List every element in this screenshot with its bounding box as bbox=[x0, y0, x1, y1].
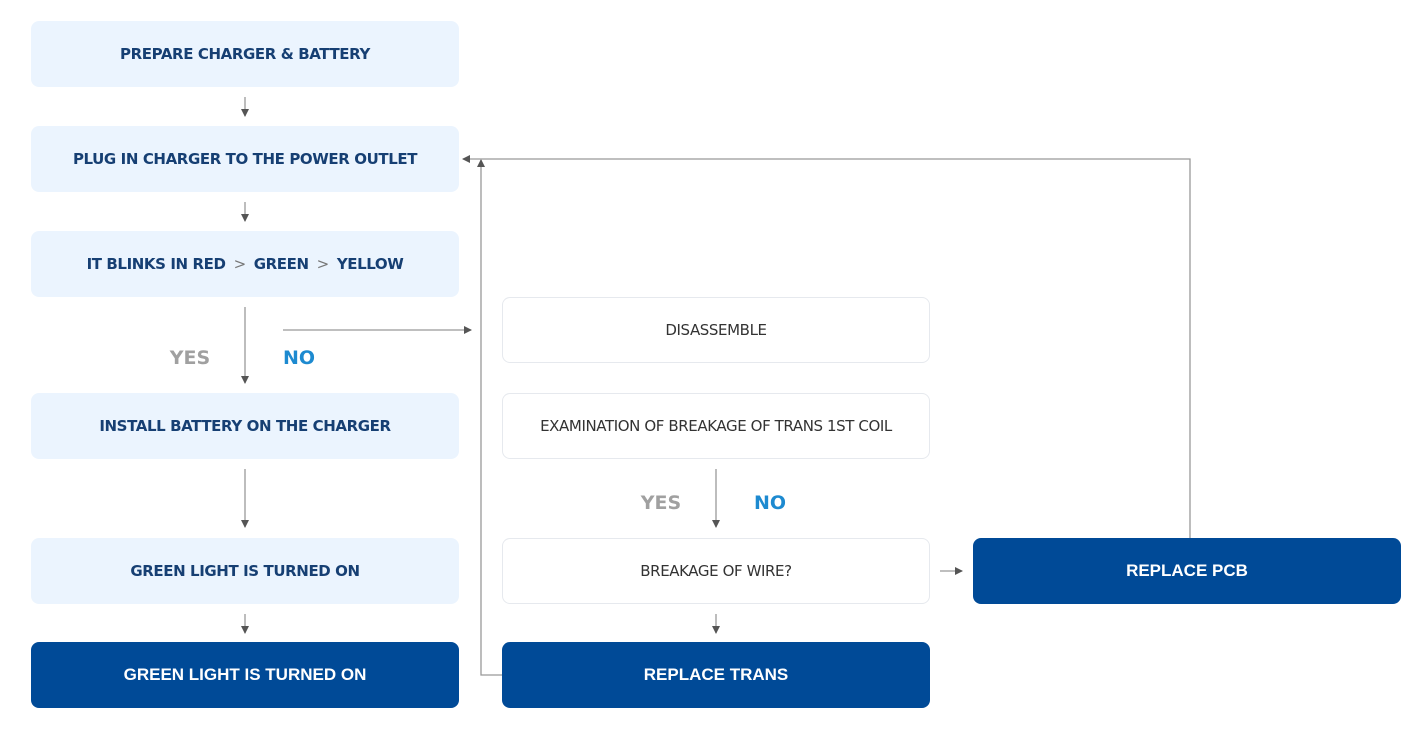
yes-label: YES bbox=[640, 492, 682, 514]
loop-arrow-pcb bbox=[462, 155, 1191, 538]
no-label: NO bbox=[753, 492, 787, 514]
step-disassemble: DISASSEMBLE bbox=[502, 297, 930, 363]
no-label: NO bbox=[282, 347, 316, 369]
step-prepare: PREPARE CHARGER & BATTERY bbox=[31, 21, 459, 87]
step-breakage-wire: BREAKAGE OF WIRE? bbox=[502, 538, 930, 604]
step-install-battery: INSTALL BATTERY ON THE CHARGER bbox=[31, 393, 459, 459]
blink-green: GREEN bbox=[253, 255, 309, 273]
step-replace-pcb: REPLACE PCB bbox=[973, 538, 1401, 604]
separator: > bbox=[233, 255, 247, 273]
step-green-light-final: GREEN LIGHT IS TURNED ON bbox=[31, 642, 459, 708]
blink-yellow: YELLOW bbox=[336, 255, 404, 273]
step-replace-trans: REPLACE TRANS bbox=[502, 642, 930, 708]
step-plug-in: PLUG IN CHARGER TO THE POWER OUTLET bbox=[31, 126, 459, 192]
blink-red: IT BLINKS IN RED bbox=[86, 255, 226, 273]
yes-label: YES bbox=[169, 347, 211, 369]
step-examination: EXAMINATION OF BREAKAGE OF TRANS 1ST COI… bbox=[502, 393, 930, 459]
separator: > bbox=[316, 255, 330, 273]
step-green-light: GREEN LIGHT IS TURNED ON bbox=[31, 538, 459, 604]
step-blinks: IT BLINKS IN RED > GREEN > YELLOW bbox=[31, 231, 459, 297]
loop-arrow-trans bbox=[477, 159, 502, 676]
